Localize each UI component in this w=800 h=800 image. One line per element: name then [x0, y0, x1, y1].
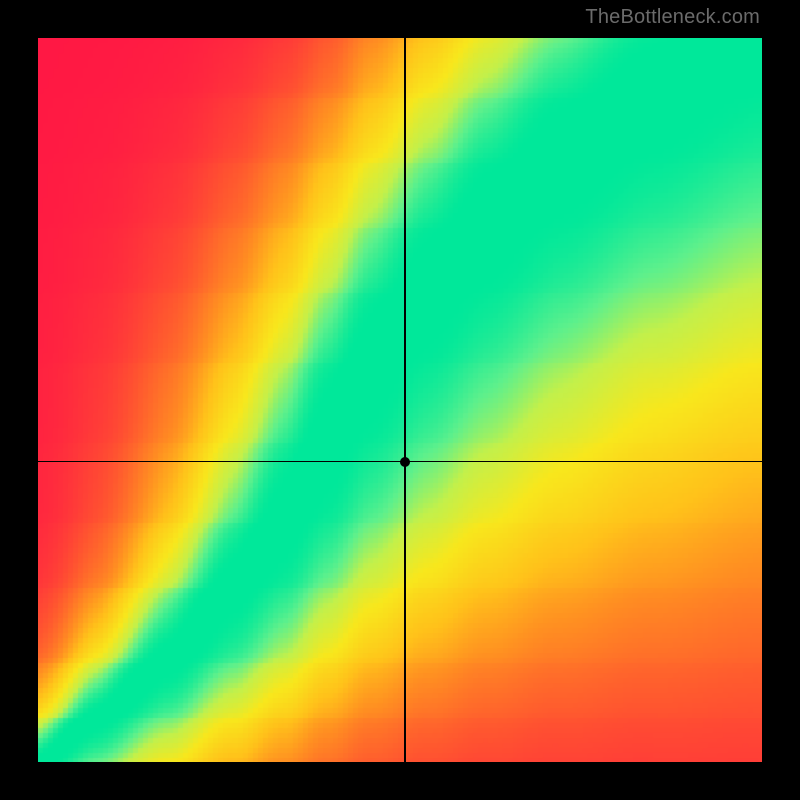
watermark-text: TheBottleneck.com — [585, 6, 760, 29]
heatmap-canvas — [38, 38, 762, 762]
crosshair-vertical — [404, 38, 406, 762]
bottleneck-chart: TheBottleneck.com — [0, 0, 800, 800]
crosshair-marker-dot — [400, 457, 410, 467]
